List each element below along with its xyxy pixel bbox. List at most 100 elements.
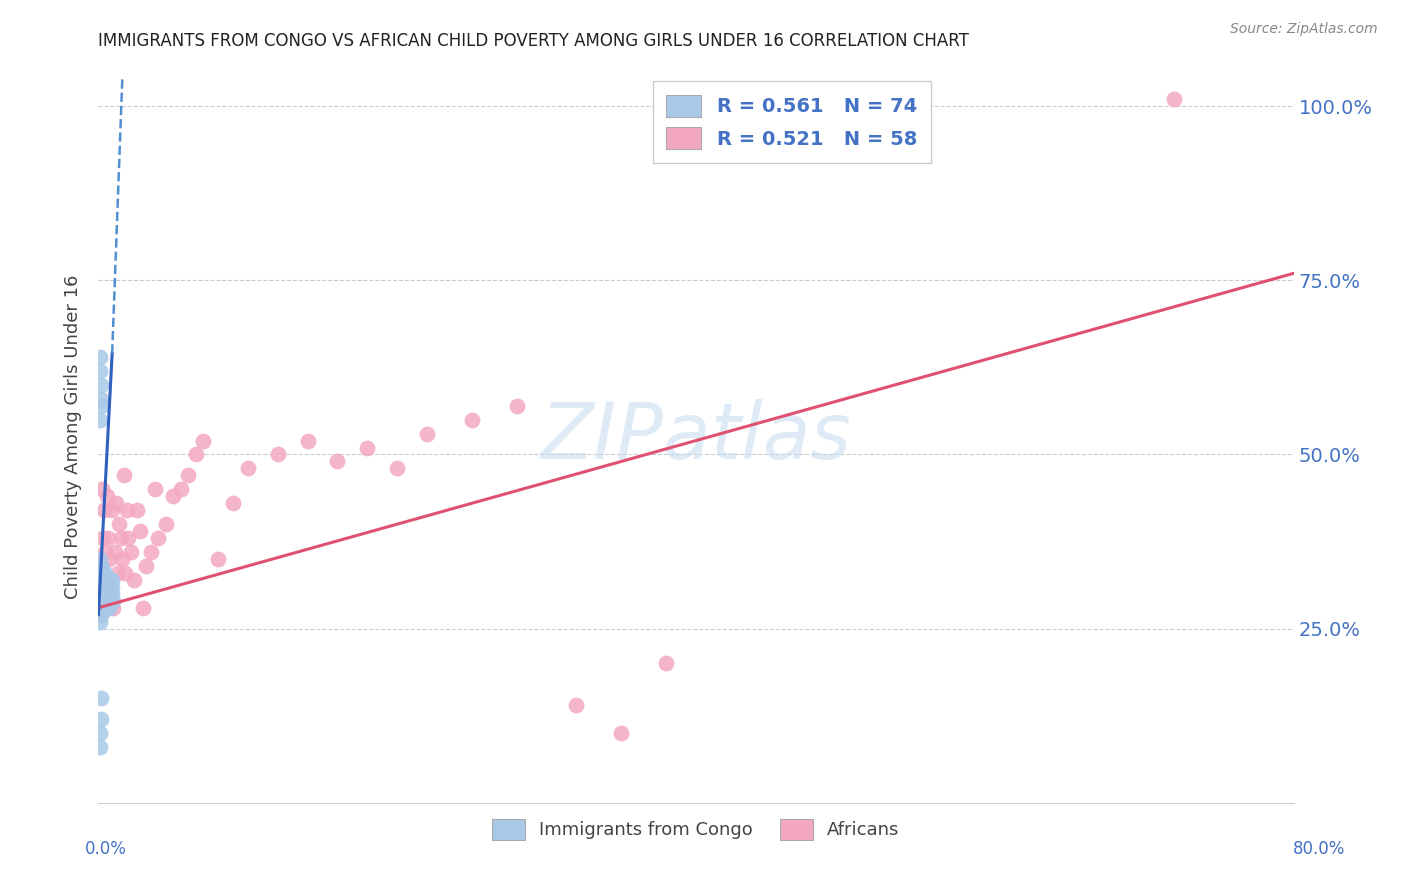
Point bbox=[90, 607, 112, 622]
Point bbox=[222, 496, 245, 510]
Point bbox=[89, 364, 111, 378]
Text: ZIPatlas: ZIPatlas bbox=[540, 399, 852, 475]
Point bbox=[91, 531, 114, 545]
Point bbox=[90, 377, 112, 392]
Text: IMMIGRANTS FROM CONGO VS AFRICAN CHILD POVERTY AMONG GIRLS UNDER 16 CORRELATION : IMMIGRANTS FROM CONGO VS AFRICAN CHILD P… bbox=[98, 32, 969, 50]
Point bbox=[90, 580, 112, 594]
Point bbox=[90, 573, 112, 587]
Point bbox=[90, 600, 112, 615]
Point bbox=[236, 461, 259, 475]
Point bbox=[155, 517, 177, 532]
Text: 80.0%: 80.0% bbox=[1292, 840, 1346, 858]
Point bbox=[610, 726, 633, 740]
Point bbox=[91, 594, 114, 608]
Point bbox=[89, 558, 111, 573]
Point bbox=[104, 545, 127, 559]
Point bbox=[97, 594, 120, 608]
Point bbox=[89, 566, 111, 580]
Point bbox=[326, 454, 349, 468]
Point bbox=[90, 573, 112, 587]
Point bbox=[416, 426, 439, 441]
Legend: Immigrants from Congo, Africans: Immigrants from Congo, Africans bbox=[484, 810, 908, 848]
Point bbox=[112, 468, 135, 483]
Point bbox=[108, 517, 131, 532]
Point bbox=[96, 580, 118, 594]
Point bbox=[90, 587, 112, 601]
Point bbox=[110, 531, 132, 545]
Point bbox=[90, 558, 112, 573]
Text: Source: ZipAtlas.com: Source: ZipAtlas.com bbox=[1230, 22, 1378, 37]
Point bbox=[96, 573, 118, 587]
Point bbox=[115, 503, 138, 517]
Point bbox=[129, 524, 152, 538]
Point bbox=[90, 399, 112, 413]
Point bbox=[94, 587, 117, 601]
Text: 0.0%: 0.0% bbox=[84, 840, 127, 858]
Point bbox=[90, 558, 112, 573]
Point bbox=[356, 441, 378, 455]
Point bbox=[565, 698, 588, 713]
Point bbox=[91, 587, 114, 601]
Point bbox=[97, 587, 120, 601]
Point bbox=[162, 489, 184, 503]
Point bbox=[96, 489, 118, 503]
Point bbox=[89, 594, 111, 608]
Point bbox=[89, 740, 111, 755]
Point bbox=[124, 573, 146, 587]
Point bbox=[100, 594, 122, 608]
Point bbox=[89, 573, 111, 587]
Point bbox=[101, 503, 124, 517]
Point bbox=[169, 483, 191, 497]
Point bbox=[90, 600, 112, 615]
Point bbox=[90, 594, 112, 608]
Point bbox=[98, 573, 121, 587]
Point bbox=[184, 448, 207, 462]
Point bbox=[91, 587, 114, 601]
Point bbox=[94, 594, 117, 608]
Point bbox=[90, 587, 112, 601]
Point bbox=[97, 531, 120, 545]
Point bbox=[90, 392, 112, 406]
Point bbox=[89, 587, 111, 601]
Point bbox=[89, 566, 111, 580]
Point bbox=[94, 566, 117, 580]
Point bbox=[98, 594, 121, 608]
Point bbox=[89, 615, 111, 629]
Point bbox=[94, 580, 117, 594]
Point bbox=[90, 580, 112, 594]
Point bbox=[1163, 92, 1185, 106]
Point bbox=[114, 566, 136, 580]
Point bbox=[90, 691, 112, 706]
Point bbox=[135, 558, 157, 573]
Point bbox=[101, 594, 124, 608]
Point bbox=[105, 496, 128, 510]
Point bbox=[90, 600, 112, 615]
Point bbox=[506, 399, 529, 413]
Point bbox=[91, 483, 114, 497]
Point bbox=[91, 580, 114, 594]
Point bbox=[111, 552, 134, 566]
Point bbox=[97, 580, 120, 594]
Point bbox=[96, 573, 118, 587]
Point bbox=[91, 594, 114, 608]
Point bbox=[89, 580, 111, 594]
Point bbox=[93, 566, 115, 580]
Point bbox=[107, 566, 129, 580]
Point bbox=[297, 434, 319, 448]
Point bbox=[461, 412, 484, 426]
Point bbox=[93, 580, 115, 594]
Point bbox=[93, 573, 115, 587]
Y-axis label: Child Poverty Among Girls Under 16: Child Poverty Among Girls Under 16 bbox=[63, 275, 82, 599]
Point bbox=[90, 566, 112, 580]
Point bbox=[90, 566, 112, 580]
Point bbox=[93, 600, 115, 615]
Point bbox=[97, 552, 120, 566]
Point bbox=[89, 412, 111, 426]
Point bbox=[139, 545, 162, 559]
Point bbox=[94, 600, 117, 615]
Point bbox=[96, 587, 118, 601]
Point bbox=[89, 712, 111, 726]
Point bbox=[89, 726, 111, 740]
Point bbox=[714, 92, 737, 106]
Point bbox=[1312, 454, 1334, 468]
